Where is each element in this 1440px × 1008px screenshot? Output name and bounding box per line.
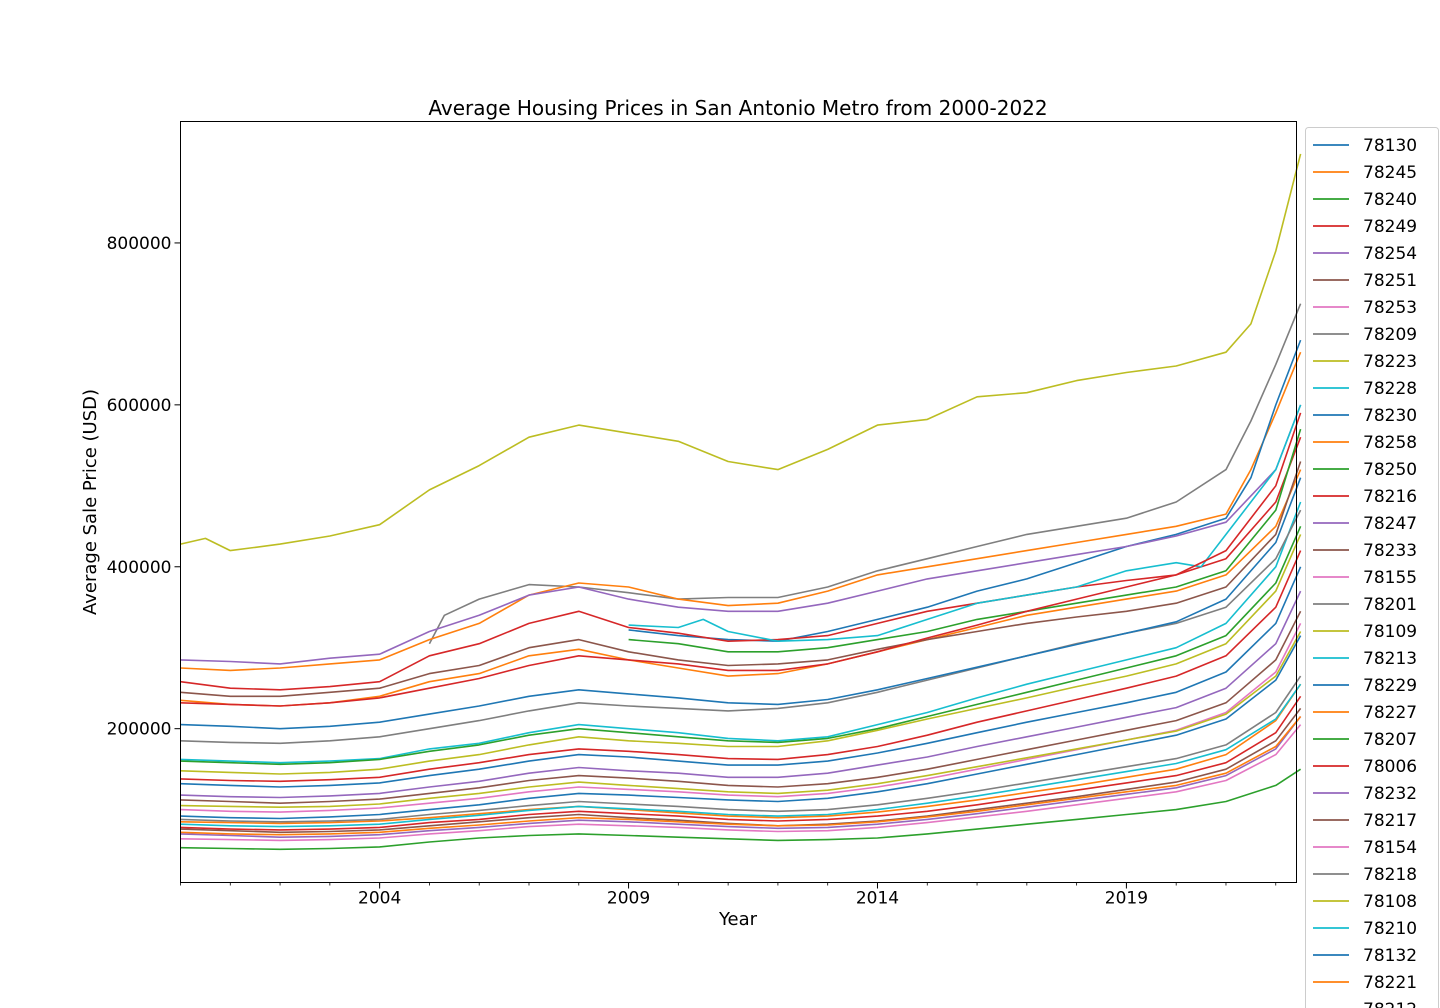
legend-label: 78247 — [1363, 514, 1417, 534]
series-line-78232 — [180, 716, 1302, 839]
y-tick-label: 200000 — [107, 720, 172, 740]
x-axis-label: Year — [718, 909, 758, 930]
legend-label: 78228 — [1363, 379, 1417, 399]
legend-box — [1305, 127, 1439, 1008]
series-line-78245 — [180, 469, 1302, 707]
series-line-78006 — [180, 695, 1302, 831]
x-tick-label: 2004 — [358, 889, 401, 909]
legend-label: 78254 — [1363, 244, 1417, 264]
legend-label: 78108 — [1363, 892, 1417, 912]
series-line-78207 — [180, 768, 1302, 851]
series-line-78108 — [180, 631, 1302, 809]
legend: 78130 78245 78240 78249 78254 78251 78253 78209… — [1305, 127, 1439, 1008]
series-line-78227 — [180, 683, 1302, 825]
series-line-78210 — [180, 683, 1302, 828]
series-line-78216 — [180, 436, 1302, 691]
series-line-78228 — [628, 404, 1302, 643]
y-tick-label: 400000 — [107, 558, 172, 578]
legend-label: 78223 — [1363, 352, 1417, 372]
legend-label: 78212 — [1363, 1000, 1417, 1008]
series-line-78250 — [628, 428, 1302, 653]
plot-lines — [180, 153, 1302, 851]
legend-label: 78216 — [1363, 487, 1417, 507]
series-line-78218 — [180, 675, 1302, 823]
legend-label: 78207 — [1363, 730, 1417, 750]
series-line-78254 — [180, 404, 1302, 665]
series-line-78212 — [180, 412, 1302, 707]
legend-label: 78232 — [1363, 784, 1417, 804]
series-line-78109 — [180, 534, 1302, 775]
legend-label: 78240 — [1363, 190, 1417, 210]
legend-label: 78245 — [1363, 163, 1417, 183]
legend-label: 78155 — [1363, 568, 1417, 588]
legend-label: 78251 — [1363, 271, 1417, 291]
y-tick-label: 800000 — [107, 234, 172, 254]
legend-label: 78253 — [1363, 298, 1417, 318]
series-line-78154 — [180, 724, 1302, 842]
series-line-78223 — [180, 153, 1302, 552]
legend-label: 78109 — [1363, 622, 1417, 642]
series-line-78209 — [428, 303, 1302, 645]
series-line-78130 — [180, 566, 1302, 788]
legend-label: 78209 — [1363, 325, 1417, 345]
legend-label: 78210 — [1363, 919, 1417, 939]
series-line-78249 — [180, 550, 1302, 783]
legend-label: 78218 — [1363, 865, 1417, 885]
y-tick-label: 600000 — [107, 396, 172, 416]
legend-label: 78258 — [1363, 433, 1417, 453]
legend-label: 78230 — [1363, 406, 1417, 426]
legend-label: 78227 — [1363, 703, 1417, 723]
series-line-78213 — [180, 501, 1302, 764]
legend-label: 78233 — [1363, 541, 1417, 561]
series-line-78251 — [180, 461, 1302, 698]
series-line-78247 — [180, 590, 1302, 799]
x-axis: 2004 2009 2014 2019 — [180, 882, 1277, 909]
legend-label: 78130 — [1363, 136, 1417, 156]
x-tick-label: 2019 — [1105, 889, 1148, 909]
series-line-78233 — [180, 610, 1302, 805]
plot-frame — [180, 121, 1297, 883]
series-line-78132 — [180, 477, 1302, 730]
legend-label: 78221 — [1363, 973, 1417, 993]
legend-label: 78154 — [1363, 838, 1417, 858]
x-tick-label: 2014 — [856, 889, 899, 909]
legend-label: 78213 — [1363, 649, 1417, 669]
legend-label: 78250 — [1363, 460, 1417, 480]
x-tick-label: 2009 — [607, 889, 650, 909]
legend-label: 78132 — [1363, 946, 1417, 966]
legend-label: 78229 — [1363, 676, 1417, 696]
series-line-78221 — [180, 715, 1302, 836]
legend-label: 78201 — [1363, 595, 1417, 615]
series-line-78229 — [180, 635, 1302, 820]
series-line-78258 — [180, 351, 1302, 672]
y-axis-label: Average Sale Price (USD) — [80, 389, 101, 615]
chart-title: Average Housing Prices in San Antonio Me… — [428, 96, 1047, 120]
legend-label: 78006 — [1363, 757, 1417, 777]
legend-label: 78217 — [1363, 811, 1417, 831]
legend-label: 78249 — [1363, 217, 1417, 237]
series-line-78240 — [180, 525, 1302, 766]
y-axis: 200000 400000 600000 800000 — [107, 234, 181, 740]
